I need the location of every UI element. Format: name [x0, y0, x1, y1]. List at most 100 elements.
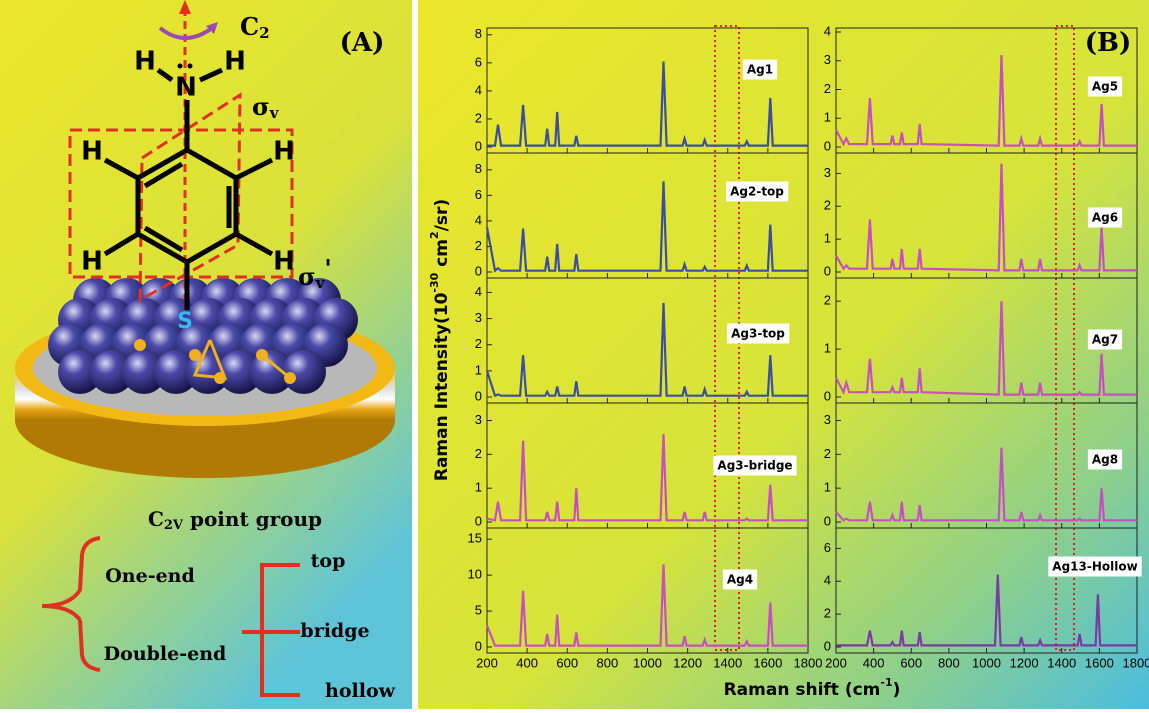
- y-tick-label: 0: [475, 263, 482, 278]
- x-tick-label: 600: [556, 655, 578, 670]
- x-tick-label: 1400: [1047, 655, 1076, 670]
- y-tick-label: 6: [475, 54, 482, 69]
- x-tick-label: 1800: [1123, 655, 1149, 670]
- y-axis-label: Raman Intensity(10-30 cm2/sr): [428, 199, 452, 481]
- y-tick-label: 1: [824, 231, 831, 246]
- y-tick-label: 2: [475, 110, 482, 125]
- y-tick-label: 4: [824, 573, 831, 588]
- chart-title: Ag2-top: [730, 185, 784, 199]
- y-tick-label: 0: [475, 513, 482, 528]
- x-axis-label: Raman shift (cm-1): [724, 676, 901, 700]
- x-tick-label: 800: [938, 655, 960, 670]
- y-tick-label: 8: [475, 26, 482, 41]
- y-label-part: /sr): [432, 199, 452, 231]
- pg-sub: 2V: [164, 518, 184, 533]
- y-tick-label: 6: [475, 187, 482, 202]
- y-tick-label: 1: [824, 480, 831, 495]
- y-tick-label: 1: [475, 480, 482, 495]
- x-tick-label: 200: [476, 655, 498, 670]
- chart-title: Ag13-Hollow: [1052, 560, 1137, 574]
- figure: (A) C2 N H H σv σv' H H H H S C2V point …: [0, 0, 1149, 709]
- y-tick-label: 0: [824, 513, 831, 528]
- adsorbed-atom: [134, 339, 146, 351]
- sigma-sub: v: [269, 104, 280, 122]
- site-bridge: bridge: [300, 620, 369, 642]
- silver-cluster: [48, 278, 358, 394]
- y-tick-label: 4: [475, 212, 482, 227]
- atom-s: S: [177, 309, 193, 334]
- panel-label: (B): [1085, 28, 1132, 58]
- y-tick-label: 1: [475, 362, 482, 377]
- panel-label: (A): [340, 28, 385, 58]
- y-tick-label: 4: [824, 23, 831, 38]
- lone-pair: [188, 64, 193, 69]
- c2-base: C: [240, 12, 259, 41]
- x-tick-label: 1600: [753, 655, 782, 670]
- atom-n: N: [175, 73, 197, 103]
- x-tick-label: 400: [863, 655, 885, 670]
- chart-title: Ag5: [1092, 80, 1118, 94]
- y-tick-label: 3: [475, 412, 482, 427]
- x-tick-label: 1000: [633, 655, 662, 670]
- y-tick-label: 2: [475, 446, 482, 461]
- pg-base: C: [148, 507, 164, 531]
- y-tick-label: 5: [475, 603, 482, 618]
- y-tick-label: 2: [475, 336, 482, 351]
- atom-h: H: [81, 247, 103, 277]
- y-tick-label: 4: [475, 82, 482, 97]
- sigma-base: σ: [298, 262, 316, 291]
- one-end: One-end: [105, 565, 195, 587]
- y-tick-label: 2: [824, 446, 831, 461]
- atom-h: H: [81, 137, 103, 167]
- x-label-sup: -1: [880, 676, 892, 689]
- x-tick-label: 1600: [1085, 655, 1114, 670]
- double-end: Double-end: [104, 643, 227, 665]
- pg-rest: point group: [183, 507, 322, 531]
- site-top: top: [311, 550, 346, 572]
- y-tick-label: 0: [824, 388, 831, 403]
- lone-pair: [178, 64, 183, 69]
- x-tick-label: 1200: [1010, 655, 1039, 670]
- chart-title: Ag8: [1092, 453, 1118, 467]
- y-tick-label: 8: [475, 161, 482, 176]
- x-label-part: Raman shift (cm: [724, 680, 881, 700]
- y-tick-label: 15: [468, 531, 482, 546]
- y-tick-label: 0: [824, 138, 831, 153]
- y-label-part: cm: [432, 239, 452, 273]
- atom-h: H: [224, 47, 246, 77]
- adsorbed-atom: [189, 349, 201, 361]
- chart-title: Ag3-top: [731, 327, 785, 341]
- y-tick-label: 2: [824, 198, 831, 213]
- panel-b-background: [418, 0, 1149, 709]
- y-tick-label: 3: [824, 412, 831, 427]
- x-tick-label: 1000: [972, 655, 1001, 670]
- y-tick-label: 0: [475, 138, 482, 153]
- y-tick-label: 0: [824, 263, 831, 278]
- y-tick-label: 0: [475, 388, 482, 403]
- y-label-part: Raman Intensity(10: [432, 292, 452, 481]
- chart-title: Ag7: [1092, 333, 1118, 347]
- y-tick-label: 10: [468, 567, 482, 582]
- x-tick-label: 800: [597, 655, 619, 670]
- chart-title: Ag4: [727, 573, 753, 587]
- silver-atom: [282, 350, 326, 394]
- y-label-sup: 2: [428, 231, 441, 239]
- chart-title: Ag6: [1092, 211, 1118, 225]
- y-tick-label: 2: [475, 238, 482, 253]
- atom-h: H: [273, 247, 295, 277]
- c2-sub: 2: [259, 24, 269, 42]
- y-tick-label: 0: [475, 638, 482, 653]
- x-tick-label: 1200: [673, 655, 702, 670]
- y-tick-label: 2: [824, 293, 831, 308]
- y-tick-label: 1: [824, 341, 831, 356]
- chart-title: Ag1: [747, 63, 773, 77]
- sigma-prime: ': [324, 254, 331, 283]
- chart-title: Ag3-bridge: [717, 459, 792, 473]
- x-tick-label: 200: [825, 655, 847, 670]
- y-tick-label: 3: [824, 52, 831, 67]
- y-tick-label: 2: [824, 606, 831, 621]
- sigma-base: σ: [252, 92, 270, 121]
- y-tick-label: 0: [824, 638, 831, 653]
- x-tick-label: 1400: [713, 655, 742, 670]
- atom-h: H: [273, 137, 295, 167]
